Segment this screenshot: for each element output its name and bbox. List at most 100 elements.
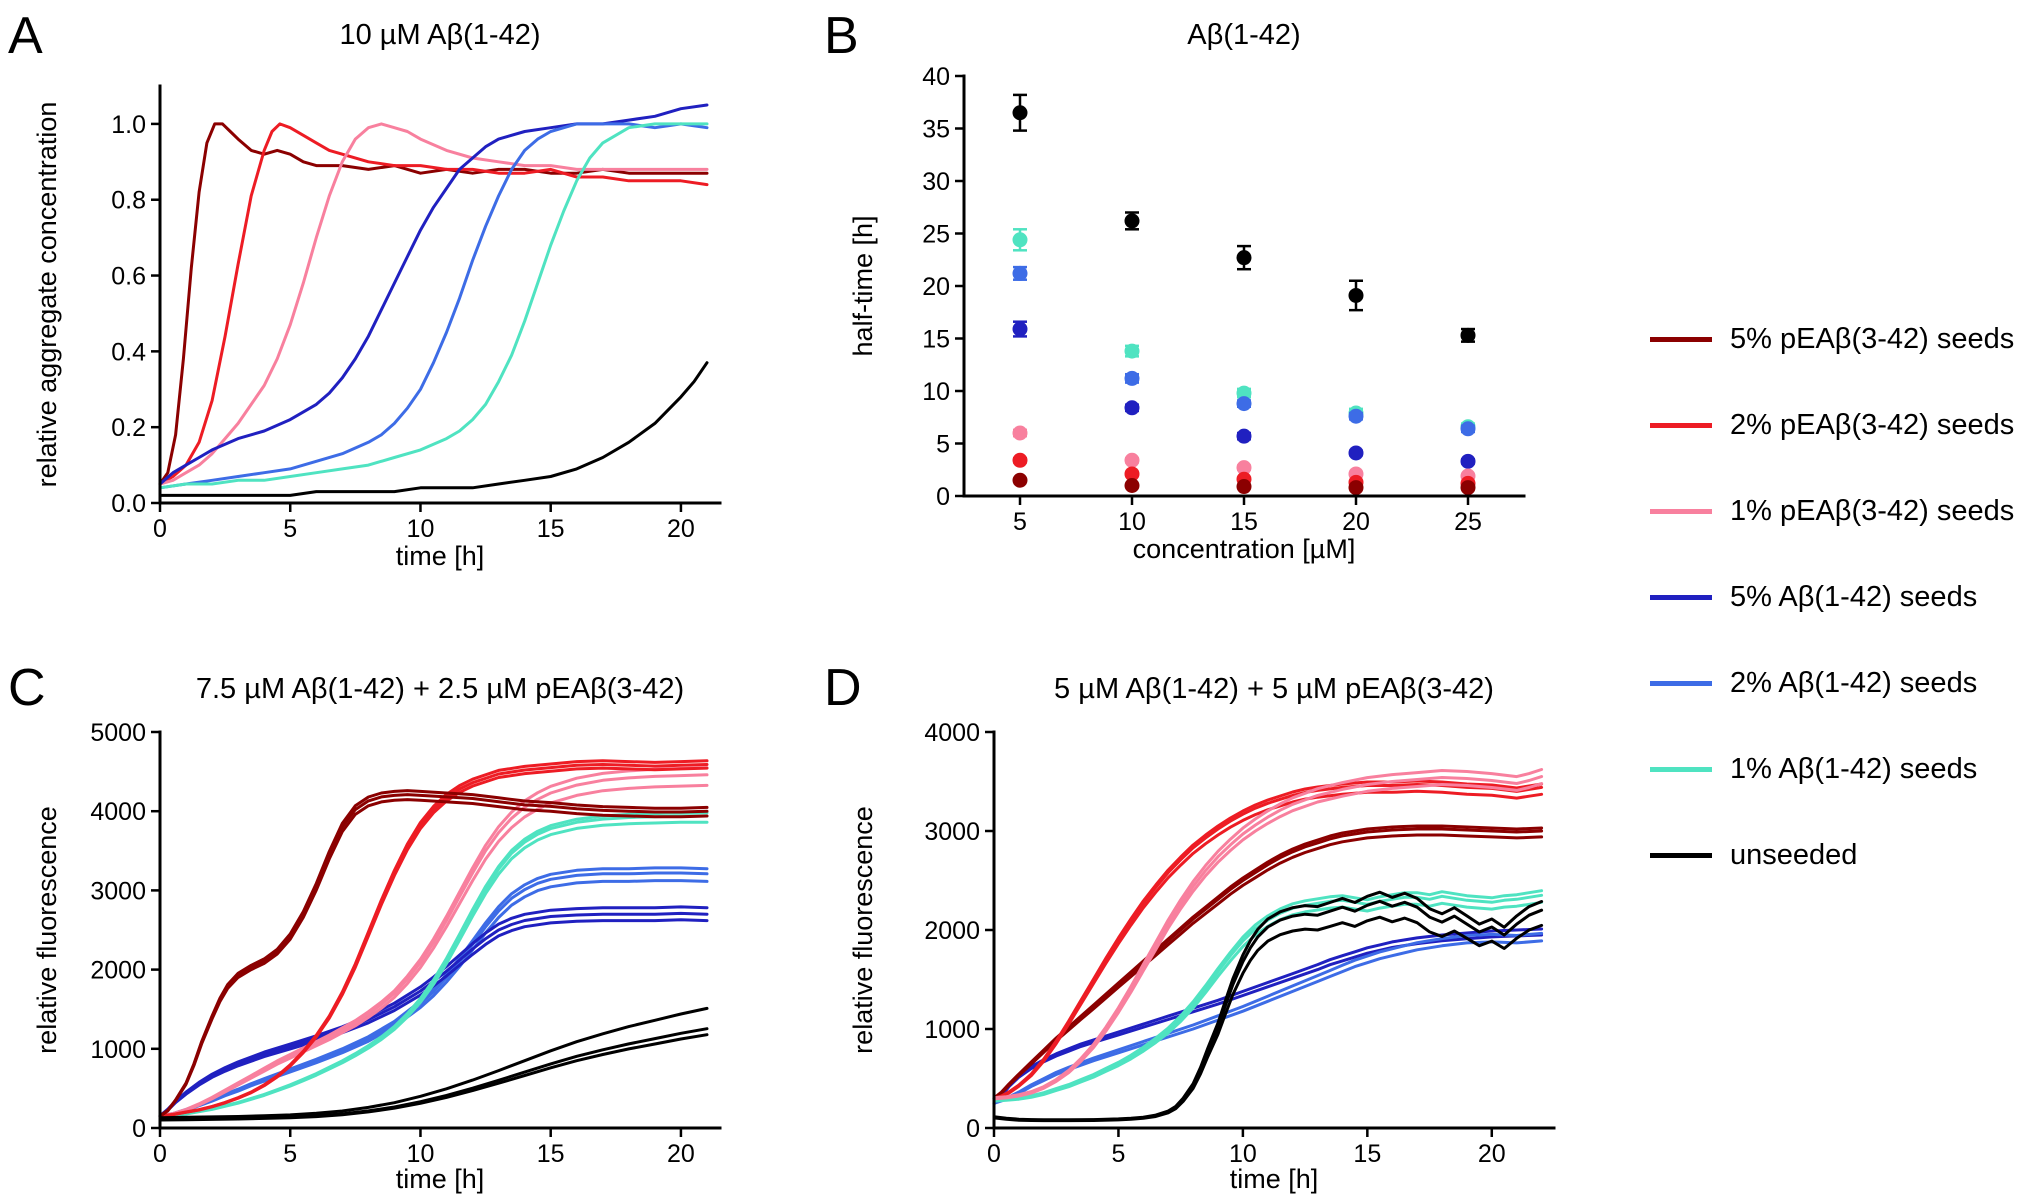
legend: 5% pEAβ(3-42) seeds 2% pEAβ(3-42) seeds 1%…: [1650, 296, 2014, 898]
series-line: [992, 927, 1544, 1105]
chart-panel-d: 5 µM Aβ(1-42) + 5 µM pEAβ(3-42)0 5 10 15 200…: [848, 673, 1556, 1194]
x-tick-label: 0: [987, 1140, 1001, 1168]
x-tick-label: 0: [153, 515, 167, 543]
x-axis-label: time [h]: [1230, 1164, 1319, 1194]
legend-item: 2% Aβ(1-42) seeds: [1650, 640, 2014, 726]
y-tick-label: 2000: [924, 917, 980, 945]
y-tick-label: 0.8: [111, 187, 146, 215]
data-point: [1012, 321, 1028, 337]
legend-item-label: 5% Aβ(1-42) seeds: [1730, 580, 1978, 613]
legend-line-swatch: [1650, 852, 1712, 858]
y-tick-label: 0.0: [111, 490, 146, 518]
y-tick-label: 10: [922, 378, 950, 406]
legend-item: unseeded: [1650, 812, 2014, 898]
legend-item: 5% pEAβ(3-42) seeds: [1650, 296, 2014, 382]
y-tick-label: 1.0: [111, 111, 146, 139]
y-axis-label: relative fluorescence: [848, 806, 878, 1054]
x-tick-label: 25: [1454, 508, 1482, 536]
y-tick-label: 0.4: [111, 338, 146, 366]
x-tick-label: 20: [1342, 508, 1370, 536]
x-tick-label: 15: [537, 515, 565, 543]
y-tick-label: 3000: [90, 877, 146, 905]
legend-line-swatch: [1650, 336, 1712, 342]
data-point: [1348, 480, 1364, 496]
x-tick-label: 15: [1230, 508, 1258, 536]
legend-line-swatch: [1650, 680, 1712, 686]
x-tick-label: 10: [1118, 508, 1146, 536]
series-line: [158, 793, 709, 1118]
x-tick-label: 20: [1478, 1140, 1506, 1168]
data-point: [1460, 453, 1476, 469]
series-line: [158, 1027, 709, 1121]
series-line: [992, 824, 1544, 1100]
series-line: [992, 889, 1544, 1102]
y-tick-label: 0: [132, 1115, 146, 1143]
x-tick-label: 20: [667, 1140, 695, 1168]
legend-item: 2% pEAβ(3-42) seeds: [1650, 382, 2014, 468]
series-line: [158, 905, 709, 1118]
x-tick-label: 10: [407, 515, 435, 543]
chart-title: 10 µM Aβ(1-42): [339, 19, 540, 51]
x-tick-label: 5: [283, 1140, 297, 1168]
series-line: [158, 122, 709, 486]
series-line: [158, 1006, 709, 1120]
data-point: [1124, 213, 1140, 229]
panel-letter-b: B: [824, 7, 859, 65]
data-point: [1012, 105, 1028, 121]
series-line: [158, 814, 709, 1118]
x-tick-label: 20: [667, 515, 695, 543]
y-tick-label: 0: [966, 1115, 980, 1143]
x-tick-label: 15: [537, 1140, 565, 1168]
y-tick-label: 30: [922, 168, 950, 196]
data-point: [1348, 445, 1364, 461]
panel-letter-d: D: [824, 659, 862, 717]
y-tick-label: 1000: [924, 1016, 980, 1044]
y-tick-label: 2000: [90, 957, 146, 985]
chart-panel-c: 7.5 µM Aβ(1-42) + 2.5 µM pEAβ(3-42) 0 5 10 1…: [32, 673, 722, 1194]
series-line: [158, 122, 709, 490]
legend-item-label: 5% pEAβ(3-42) seeds: [1730, 322, 2015, 355]
series-line: [158, 103, 709, 486]
series-line: [992, 939, 1544, 1105]
legend-item-label: 1% Aβ(1-42) seeds: [1730, 752, 1978, 785]
series-line: [158, 783, 709, 1118]
y-tick-label: 5000: [90, 719, 146, 747]
series-line: [158, 798, 709, 1118]
x-axis-label: time [h]: [396, 541, 485, 571]
y-tick-label: 0.6: [111, 263, 146, 291]
legend-item-label: unseeded: [1730, 838, 1858, 871]
y-tick-label: 3000: [924, 818, 980, 846]
series-line: [158, 866, 709, 1118]
data-point: [1124, 466, 1140, 482]
legend-item-label: 2% pEAβ(3-42) seeds: [1730, 408, 2015, 441]
data-point: [1012, 265, 1028, 281]
y-tick-label: 4000: [90, 798, 146, 826]
y-tick-label: 1000: [90, 1036, 146, 1064]
legend-item: 1% pEAβ(3-42) seeds: [1650, 468, 2014, 554]
data-point: [1348, 408, 1364, 424]
data-point: [1012, 425, 1028, 441]
chart-title: 7.5 µM Aβ(1-42) + 2.5 µM pEAβ(3-42): [196, 673, 684, 705]
x-tick-label: 5: [1111, 1140, 1125, 1168]
y-axis-label: relative aggregate concentration: [32, 102, 62, 488]
x-axis-label: concentration [µM]: [1133, 534, 1356, 564]
legend-item: 5% Aβ(1-42) seeds: [1650, 554, 2014, 640]
data-point: [1236, 428, 1252, 444]
chart-panel-b: Aβ(1-42) 5 10 15 20 25 0 5 10 15 20 25 30 35 40 concent…: [848, 19, 1526, 564]
legend-line-swatch: [1650, 508, 1712, 514]
data-point: [1236, 250, 1252, 266]
legend-line-swatch: [1650, 422, 1712, 428]
legend-item-label: 2% Aβ(1-42) seeds: [1730, 666, 1978, 699]
series-line: [992, 782, 1544, 1101]
y-tick-label: 5: [936, 431, 950, 459]
series-line: [158, 122, 709, 490]
axes: [992, 730, 1556, 1130]
legend-line-swatch: [1650, 766, 1712, 772]
data-point: [1236, 385, 1252, 401]
series-line: [158, 1033, 709, 1122]
data-point: [1460, 480, 1476, 496]
y-tick-label: 15: [922, 326, 950, 354]
panel-letter-a: A: [8, 7, 43, 65]
chart-panel-a: 10 µM Aβ(1-42) 0 5 10 15 20 0.0 0.2 0.4 0.6 0.8 1.0…: [32, 19, 722, 571]
